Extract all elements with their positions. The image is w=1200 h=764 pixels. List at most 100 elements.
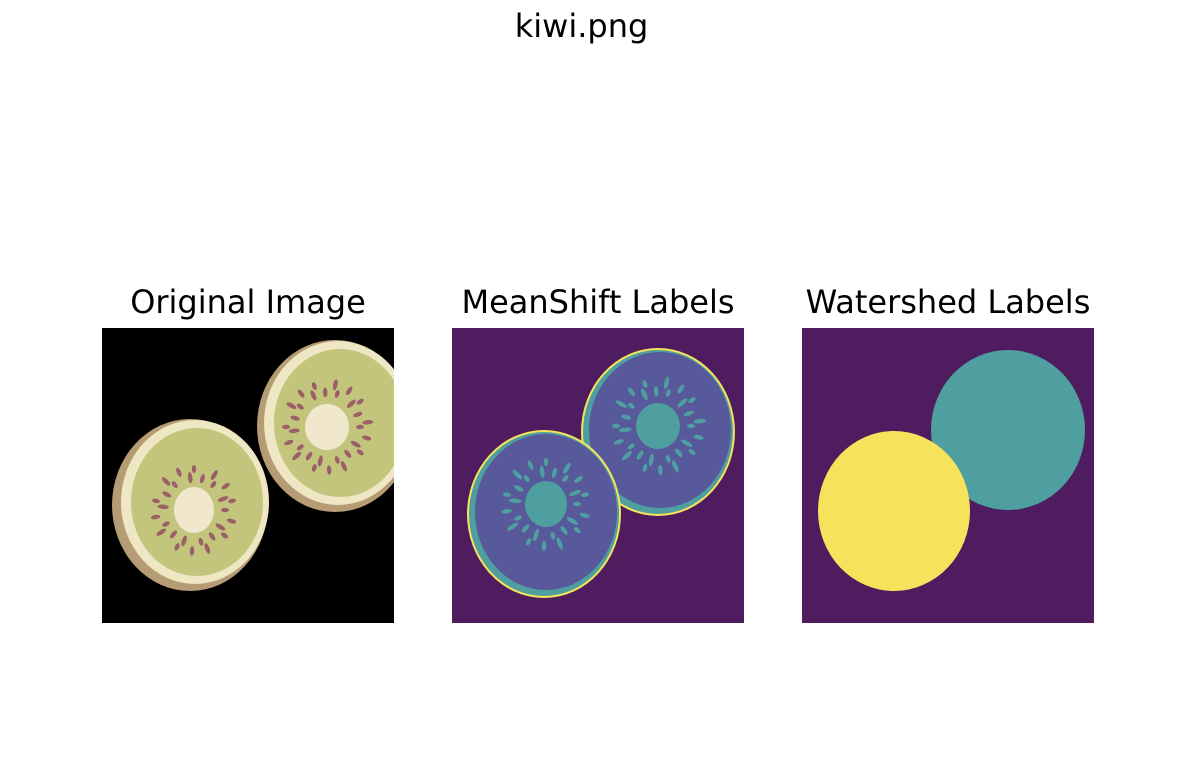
seed-mark bbox=[189, 546, 195, 556]
seed-mark bbox=[523, 475, 530, 483]
original-image bbox=[102, 328, 394, 623]
seed-mark bbox=[208, 532, 216, 541]
seed-mark bbox=[671, 460, 679, 473]
seed-mark bbox=[334, 390, 340, 398]
seed-mark bbox=[615, 400, 628, 408]
seed-mark bbox=[641, 388, 648, 401]
panel-title-meanshift: MeanShift Labels bbox=[461, 283, 735, 321]
seed-mark bbox=[675, 448, 683, 458]
seed-mark bbox=[187, 472, 193, 484]
seed-mark bbox=[290, 415, 300, 421]
seed-mark bbox=[687, 423, 695, 429]
seed-mark bbox=[199, 474, 205, 484]
seed-mark bbox=[636, 450, 644, 460]
seed-mark bbox=[347, 399, 356, 408]
seed-mark bbox=[550, 531, 556, 540]
panel-watershed: Watershed Labels bbox=[773, 280, 1123, 623]
panel-title-watershed: Watershed Labels bbox=[805, 283, 1091, 321]
seed-mark bbox=[541, 540, 547, 552]
seed-mark bbox=[525, 538, 532, 546]
figure-title: kiwi.png bbox=[514, 7, 649, 45]
seed-mark bbox=[569, 489, 582, 496]
seed-mark bbox=[621, 414, 632, 420]
seed-mark bbox=[551, 467, 557, 478]
seed-ring-meanshift-lower bbox=[501, 458, 590, 552]
seed-mark bbox=[181, 535, 187, 547]
kiwi-slice-lower bbox=[112, 419, 269, 591]
seed-mark bbox=[543, 458, 549, 466]
seed-mark bbox=[621, 451, 632, 461]
seed-mark bbox=[581, 492, 589, 498]
seed-mark bbox=[228, 498, 236, 504]
seed-mark bbox=[156, 528, 167, 536]
seed-mark bbox=[356, 424, 364, 430]
seed-mark bbox=[514, 485, 524, 492]
seed-mark bbox=[288, 428, 300, 434]
seed-mark bbox=[169, 530, 178, 539]
meanshift-label-map bbox=[452, 328, 744, 623]
seed-mark bbox=[356, 449, 364, 456]
seed-mark bbox=[150, 514, 161, 520]
seed-mark bbox=[210, 481, 217, 489]
seed-mark bbox=[579, 512, 590, 518]
seed-ring-meanshift-upper bbox=[612, 376, 707, 476]
seed-mark bbox=[566, 517, 578, 525]
seed-mark bbox=[310, 390, 317, 401]
watershed-label-map bbox=[802, 328, 1094, 623]
seed-mark bbox=[362, 420, 374, 425]
seed-mark bbox=[514, 515, 522, 521]
panel-meanshift: MeanShift Labels bbox=[423, 280, 773, 623]
seed-mark bbox=[217, 496, 229, 502]
seed-mark bbox=[677, 398, 688, 408]
seed-mark bbox=[627, 402, 635, 409]
seed-mark bbox=[221, 507, 229, 513]
seed-mark bbox=[648, 453, 654, 467]
seed-mark bbox=[506, 522, 518, 531]
seed-mark bbox=[311, 382, 317, 390]
seed-mark bbox=[501, 508, 512, 514]
seed-mark bbox=[305, 451, 313, 461]
seed-mark bbox=[563, 462, 571, 474]
seed-mark bbox=[191, 465, 197, 474]
seed-mark bbox=[533, 528, 540, 542]
seed-mark bbox=[161, 477, 171, 486]
seed-mark bbox=[512, 469, 523, 480]
seed-mark bbox=[356, 398, 364, 405]
seed-mark bbox=[503, 492, 511, 498]
seed-mark bbox=[618, 427, 632, 433]
seed-mark bbox=[171, 481, 178, 489]
seed-mark bbox=[653, 386, 659, 397]
seed-mark bbox=[162, 491, 172, 498]
seed-mark bbox=[296, 444, 304, 451]
seed-mark bbox=[162, 521, 170, 527]
seed-mark bbox=[693, 434, 704, 440]
seed-ring-lower bbox=[150, 465, 237, 556]
seed-mark bbox=[204, 543, 211, 554]
seed-mark bbox=[292, 451, 302, 461]
seed-mark bbox=[226, 518, 237, 524]
seed-mark bbox=[560, 525, 568, 535]
seed-mark bbox=[322, 387, 328, 398]
seed-mark bbox=[527, 460, 534, 471]
seed-mark bbox=[344, 449, 352, 458]
kiwi-slice-upper bbox=[257, 340, 394, 512]
seed-mark bbox=[326, 465, 332, 475]
seed-mark bbox=[665, 455, 671, 463]
seed-mark bbox=[688, 397, 696, 404]
seed-mark bbox=[311, 464, 317, 472]
seed-mark bbox=[681, 439, 693, 447]
seed-mark bbox=[332, 379, 338, 391]
seed-mark bbox=[677, 384, 685, 394]
seed-mark bbox=[627, 443, 635, 450]
seed-mark bbox=[296, 403, 304, 410]
seed-mark bbox=[663, 376, 670, 390]
panel-original: Original Image bbox=[73, 280, 423, 623]
seed-mark bbox=[350, 440, 361, 448]
seed-mark bbox=[665, 389, 671, 397]
meanshift-region-upper bbox=[581, 348, 735, 516]
seed-mark bbox=[539, 465, 545, 479]
seed-mark bbox=[176, 467, 182, 477]
seed-mark bbox=[658, 464, 663, 476]
meanshift-region-lower bbox=[467, 430, 621, 598]
seed-mark bbox=[284, 439, 294, 446]
